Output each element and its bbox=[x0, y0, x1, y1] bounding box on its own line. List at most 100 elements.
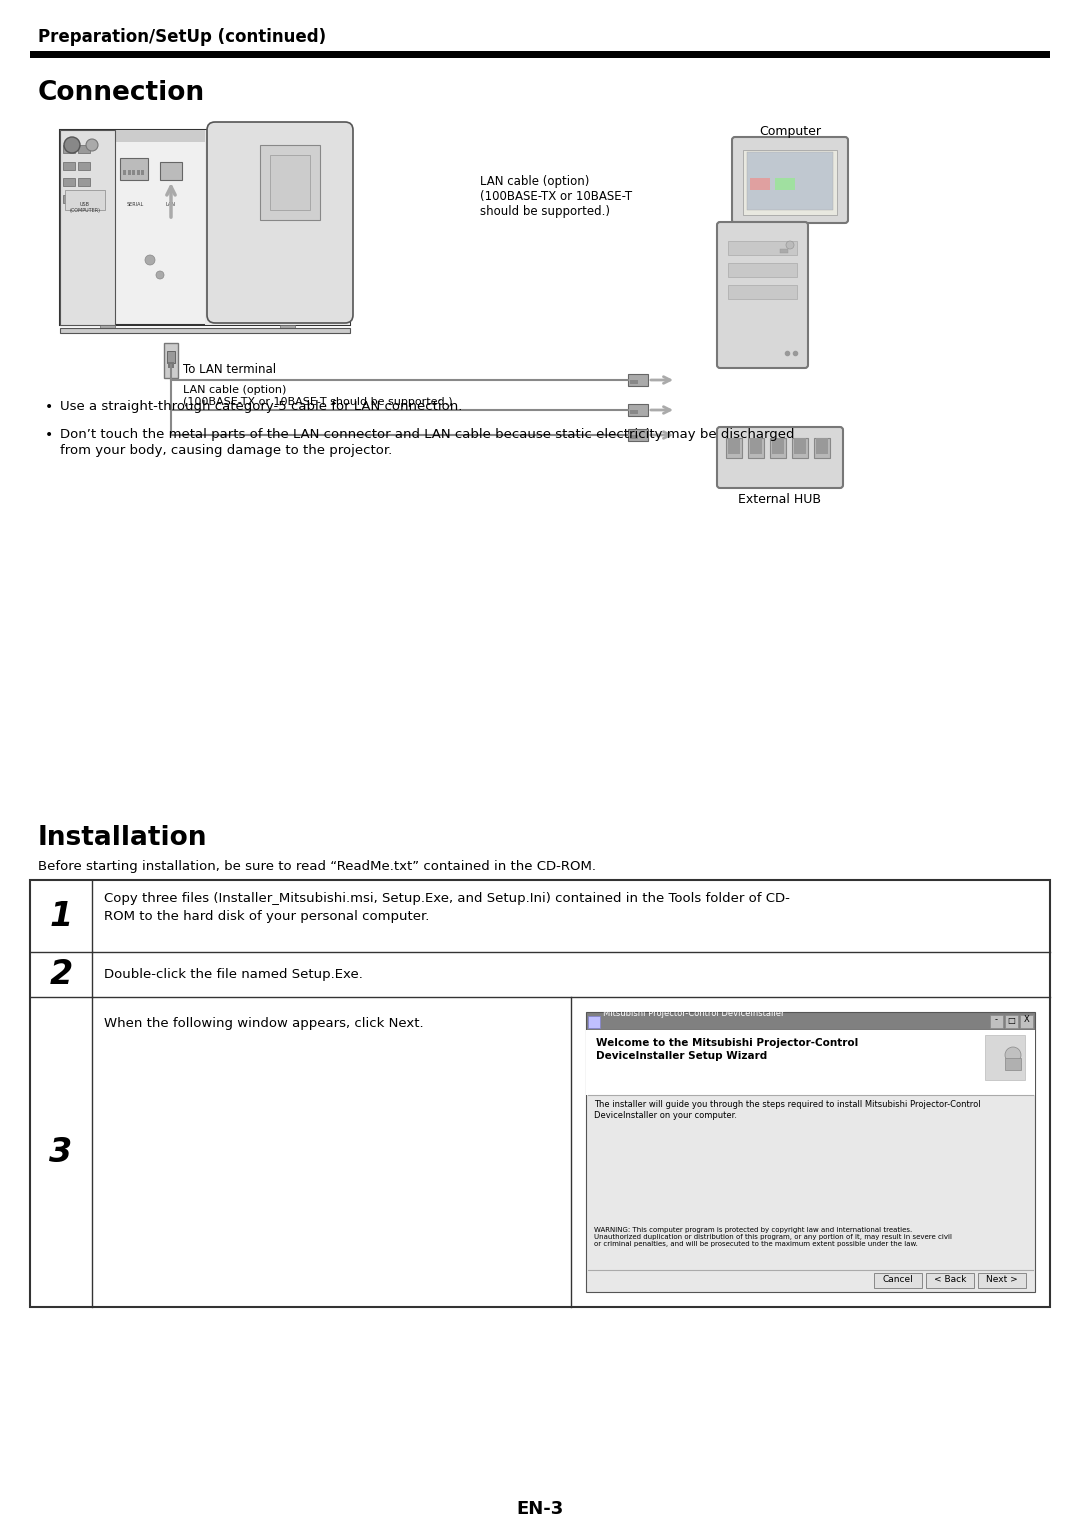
Bar bbox=[770, 439, 786, 458]
Text: from your body, causing damage to the projector.: from your body, causing damage to the pr… bbox=[60, 445, 392, 457]
FancyBboxPatch shape bbox=[717, 222, 808, 368]
Bar bbox=[627, 429, 648, 442]
Text: 1: 1 bbox=[50, 900, 72, 932]
Bar bbox=[78, 145, 90, 153]
Text: X: X bbox=[1024, 1016, 1029, 1024]
Text: Copy three files (Installer_Mitsubishi.msi, Setup.Exe, and Setup.Ini) contained : Copy three files (Installer_Mitsubishi.m… bbox=[104, 892, 789, 923]
Circle shape bbox=[64, 138, 80, 153]
Text: Before starting installation, be sure to read “ReadMe.txt” contained in the CD-R: Before starting installation, be sure to… bbox=[38, 860, 596, 872]
Text: Double-click the file named Setup.Exe.: Double-click the file named Setup.Exe. bbox=[104, 969, 363, 981]
Circle shape bbox=[786, 241, 794, 249]
Bar bbox=[586, 1012, 1035, 1030]
Bar bbox=[1005, 1057, 1021, 1070]
Bar bbox=[750, 439, 762, 454]
Bar bbox=[630, 380, 638, 384]
Circle shape bbox=[1005, 1047, 1021, 1063]
Bar bbox=[978, 1273, 1026, 1288]
Bar bbox=[772, 439, 784, 454]
Bar bbox=[168, 362, 174, 368]
Bar bbox=[63, 196, 75, 203]
Bar bbox=[627, 403, 648, 416]
Bar bbox=[63, 145, 75, 153]
Text: USB
(COMPUTER): USB (COMPUTER) bbox=[69, 202, 100, 212]
Text: < Back: < Back bbox=[934, 1274, 967, 1284]
Bar bbox=[874, 1273, 922, 1288]
Bar bbox=[127, 170, 131, 176]
Text: □: □ bbox=[1008, 1016, 1015, 1024]
Bar bbox=[205, 130, 350, 325]
Bar bbox=[30, 50, 1050, 58]
FancyBboxPatch shape bbox=[207, 122, 353, 322]
Bar bbox=[814, 439, 831, 458]
Bar bbox=[63, 162, 75, 170]
Text: Cancel: Cancel bbox=[882, 1274, 914, 1284]
Text: Welcome to the Mitsubishi Projector-Control
DeviceInstaller Setup Wizard: Welcome to the Mitsubishi Projector-Cont… bbox=[596, 1038, 859, 1062]
Bar bbox=[78, 196, 90, 203]
Text: Mitsubishi Projector-Control DeviceInstaller: Mitsubishi Projector-Control DeviceInsta… bbox=[603, 1010, 784, 1019]
Text: To LAN terminal: To LAN terminal bbox=[183, 364, 276, 376]
Bar bbox=[775, 177, 795, 189]
Text: 3: 3 bbox=[50, 1135, 72, 1169]
Circle shape bbox=[86, 139, 98, 151]
Bar bbox=[167, 351, 175, 364]
Bar bbox=[78, 162, 90, 170]
Bar bbox=[123, 170, 126, 176]
Bar bbox=[780, 249, 788, 254]
Bar bbox=[630, 435, 638, 439]
Bar bbox=[141, 170, 144, 176]
Bar bbox=[990, 1015, 1003, 1028]
Bar bbox=[30, 880, 1050, 1306]
Text: SERIAL: SERIAL bbox=[126, 202, 144, 206]
Bar bbox=[63, 177, 75, 186]
FancyBboxPatch shape bbox=[732, 138, 848, 223]
Bar bbox=[726, 439, 742, 458]
Bar bbox=[750, 177, 770, 189]
Circle shape bbox=[156, 270, 164, 280]
Text: Preparation/SetUp (continued): Preparation/SetUp (continued) bbox=[38, 28, 326, 46]
Bar bbox=[747, 151, 833, 209]
Bar bbox=[132, 170, 135, 176]
Bar bbox=[926, 1273, 974, 1288]
Bar bbox=[78, 177, 90, 186]
Bar bbox=[164, 342, 178, 377]
Text: Next >: Next > bbox=[986, 1274, 1017, 1284]
Bar bbox=[586, 1030, 1035, 1293]
Text: EN-3: EN-3 bbox=[516, 1500, 564, 1517]
Bar bbox=[1020, 1015, 1032, 1028]
Bar bbox=[160, 162, 183, 180]
Bar bbox=[816, 439, 828, 454]
Bar bbox=[794, 439, 806, 454]
Bar bbox=[728, 439, 740, 454]
Text: Use a straight-through category-5 cable for LAN connection.: Use a straight-through category-5 cable … bbox=[60, 400, 462, 413]
Bar bbox=[280, 325, 295, 333]
Text: WARNING: This computer program is protected by copyright law and international t: WARNING: This computer program is protec… bbox=[594, 1227, 951, 1247]
Bar bbox=[588, 1016, 600, 1028]
Bar bbox=[728, 241, 797, 255]
Text: LAN: LAN bbox=[166, 202, 176, 206]
Text: Don’t touch the metal parts of the LAN connector and LAN cable because static el: Don’t touch the metal parts of the LAN c… bbox=[60, 428, 795, 442]
Bar bbox=[136, 170, 139, 176]
Text: When the following window appears, click Next.: When the following window appears, click… bbox=[104, 1018, 423, 1030]
Bar bbox=[100, 325, 114, 333]
Text: The installer will guide you through the steps required to install Mitsubishi Pr: The installer will guide you through the… bbox=[594, 1100, 981, 1120]
Bar bbox=[60, 329, 350, 333]
Text: •: • bbox=[45, 428, 53, 442]
Text: Installation: Installation bbox=[38, 825, 207, 851]
Text: External HUB: External HUB bbox=[739, 494, 822, 506]
Bar bbox=[270, 154, 310, 209]
FancyBboxPatch shape bbox=[717, 426, 843, 487]
Text: 2: 2 bbox=[50, 958, 72, 992]
Bar bbox=[630, 410, 638, 414]
Bar bbox=[65, 189, 105, 209]
Text: -: - bbox=[995, 1016, 998, 1024]
Bar bbox=[792, 439, 808, 458]
Bar bbox=[743, 150, 837, 215]
Bar bbox=[728, 263, 797, 277]
Bar bbox=[120, 157, 148, 180]
Circle shape bbox=[145, 255, 156, 264]
Bar bbox=[60, 130, 114, 325]
Bar bbox=[60, 130, 350, 325]
Bar bbox=[985, 1034, 1025, 1080]
Text: •: • bbox=[45, 400, 53, 414]
Text: LAN cable (option)
(100BASE-TX or 10BASE-T
should be supported.): LAN cable (option) (100BASE-TX or 10BASE… bbox=[480, 176, 632, 219]
